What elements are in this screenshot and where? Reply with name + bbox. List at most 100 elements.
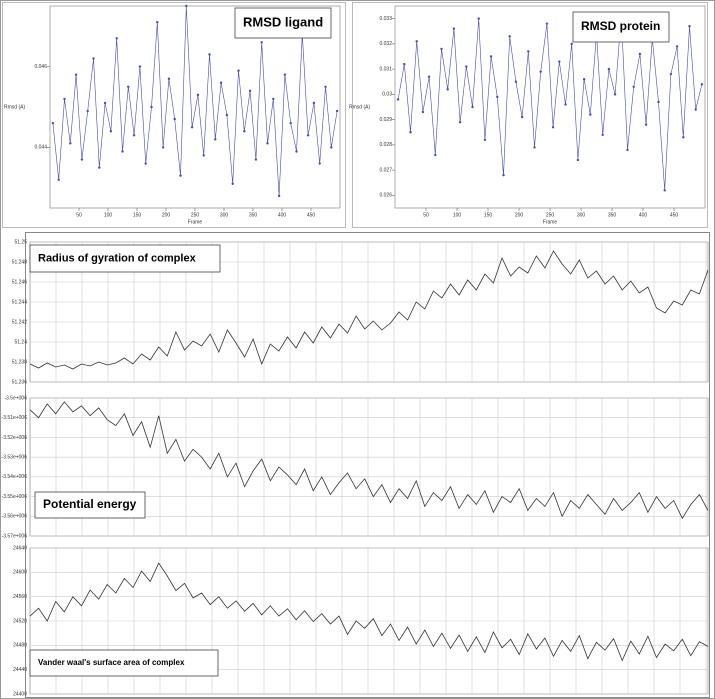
data-point — [277, 194, 281, 198]
chart-title: Potential energy — [43, 497, 137, 511]
data-point — [219, 81, 223, 84]
y-tick-label: 24600 — [13, 570, 27, 576]
data-point — [489, 55, 493, 58]
data-point — [190, 126, 194, 129]
data-point — [688, 25, 691, 28]
data-point — [63, 97, 66, 101]
data-point — [527, 50, 530, 53]
data-point — [312, 101, 316, 105]
data-point — [409, 131, 412, 134]
y-tick-label: -3.52e+006 — [2, 435, 28, 441]
data-point — [682, 136, 685, 139]
data-point — [626, 148, 629, 152]
data-point — [254, 158, 258, 161]
data-point — [458, 120, 462, 124]
y-tick-label: 51.25 — [14, 239, 27, 245]
title-box — [34, 491, 146, 519]
data-point — [179, 174, 182, 177]
y-tick-label: 51.246 — [12, 279, 28, 285]
data-point — [283, 73, 287, 76]
y-tick-label: 0.027 — [379, 167, 392, 173]
x-tick-label: 100 — [453, 212, 462, 218]
data-point — [51, 121, 55, 125]
y-tick-label: 0.03 — [382, 92, 392, 98]
chart-title: RMSD ligand — [243, 14, 323, 29]
x-tick-label: 400 — [278, 212, 287, 218]
data-point — [403, 62, 406, 66]
data-point — [69, 142, 72, 145]
data-point — [533, 146, 536, 149]
y-tick-label: 0.044 — [34, 145, 47, 151]
data-point — [700, 83, 704, 86]
y-tick-label: 24400 — [13, 691, 27, 697]
data-point — [295, 150, 298, 153]
data-point — [434, 153, 437, 157]
y-tick-label: 24640 — [13, 545, 27, 551]
y-tick-label: -3.56e+006 — [2, 514, 28, 520]
y-tick-label: -3.57e+006 — [2, 533, 28, 539]
data-point — [127, 85, 130, 89]
data-point — [502, 173, 505, 177]
data-point — [335, 109, 339, 113]
data-point — [260, 41, 263, 44]
data-point — [196, 93, 200, 97]
y-tick-label: 0.028 — [379, 142, 392, 148]
data-point — [214, 138, 217, 141]
data-point — [551, 126, 555, 129]
data-point — [225, 113, 229, 117]
y-axis-label: Rmsd (A) — [4, 104, 25, 110]
x-tick-label: 150 — [484, 212, 493, 218]
data-point — [657, 100, 660, 104]
x-tick-label: 50 — [76, 212, 82, 218]
x-axis-label: Frame — [543, 219, 558, 225]
data-point — [452, 27, 456, 30]
y-tick-label: -3.51e+006 — [2, 415, 28, 421]
data-point — [675, 45, 679, 48]
y-tick-label: 24520 — [13, 618, 27, 624]
data-point — [156, 20, 159, 24]
y-tick-label: 0.029 — [379, 117, 392, 123]
data-point — [185, 4, 188, 8]
chart-title: Radius of gyration of complex — [38, 252, 197, 264]
x-tick-label: 400 — [639, 212, 648, 218]
data-point — [306, 134, 310, 137]
y-tick-label: 51.244 — [12, 299, 28, 305]
data-line — [397, 16, 703, 191]
data-point — [208, 53, 211, 56]
data-point — [237, 69, 240, 72]
x-tick-label: 250 — [191, 212, 200, 218]
plot-area — [49, 5, 341, 209]
data-point — [576, 158, 580, 162]
data-point — [440, 47, 443, 51]
data-point — [607, 67, 611, 71]
data-point — [57, 178, 60, 181]
x-tick-label: 450 — [307, 212, 316, 218]
data-point — [483, 138, 487, 142]
x-tick-label: 200 — [515, 212, 524, 218]
y-tick-label: 0.033 — [379, 16, 392, 22]
y-tick-label: 24480 — [13, 643, 27, 649]
title-box — [234, 7, 332, 39]
data-line — [29, 401, 709, 520]
data-point — [514, 80, 518, 83]
y-tick-label: 24560 — [13, 594, 27, 600]
y-tick-label: 0.046 — [34, 64, 47, 70]
data-point — [86, 109, 89, 113]
x-tick-label: 200 — [162, 212, 171, 218]
y-tick-label: 51.236 — [12, 379, 28, 385]
data-point — [121, 150, 124, 153]
data-point — [520, 115, 524, 119]
data-line — [52, 5, 338, 196]
data-point — [601, 133, 604, 136]
data-point — [446, 88, 449, 91]
data-point — [539, 70, 542, 73]
data-point — [471, 105, 474, 109]
y-tick-label: 24440 — [13, 667, 27, 673]
data-point — [92, 57, 95, 60]
data-point — [103, 101, 107, 105]
x-tick-label: 150 — [133, 212, 142, 218]
data-point — [477, 17, 480, 20]
y-tick-label: 51.248 — [12, 259, 28, 265]
x-tick-label: 50 — [423, 212, 429, 218]
